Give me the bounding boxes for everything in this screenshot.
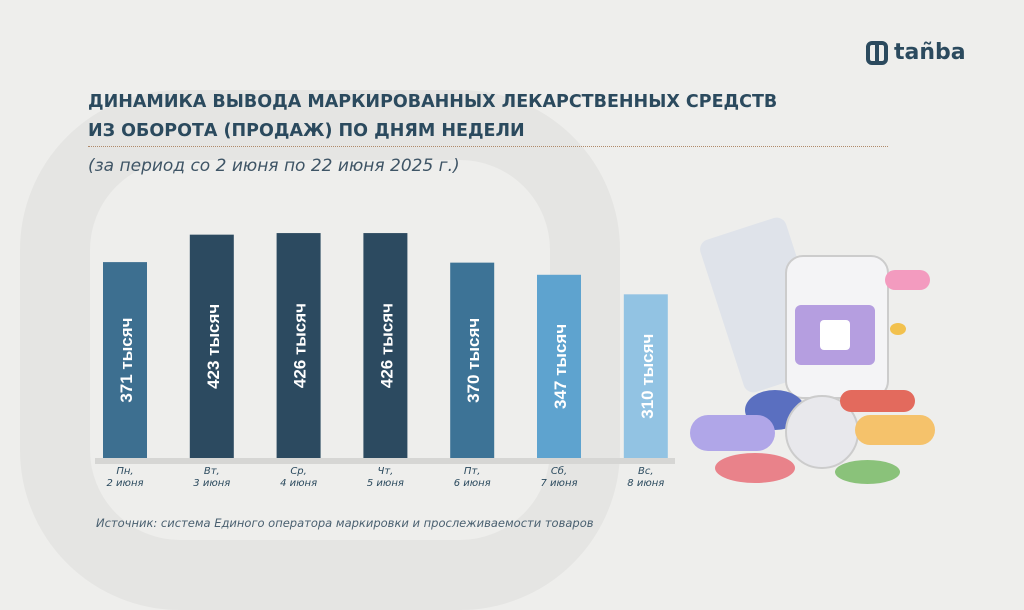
logo-text: tañba <box>894 40 966 65</box>
bar-value-label: 426 тысяч <box>291 303 310 388</box>
category-label: 4 июня <box>280 478 317 489</box>
bar-value-label: 347 тысяч <box>551 324 570 409</box>
category-label: Вс, <box>638 466 654 477</box>
bar-value-label: 423 тысяч <box>204 304 223 389</box>
bar-value-label: 371 тысяч <box>117 317 136 402</box>
bar <box>623 294 668 458</box>
source-note: Источник: система Единого оператора марк… <box>96 516 594 530</box>
divider <box>88 146 888 147</box>
pills-and-medicine-bottle-icon <box>690 215 960 495</box>
category-label: 7 июня <box>540 478 577 489</box>
category-label: 8 июня <box>627 478 664 489</box>
category-label: Чт, <box>377 466 393 477</box>
category-label: Вт, <box>204 466 220 477</box>
bar-value-label: 370 тысяч <box>464 318 483 403</box>
title-line-1: ДИНАМИКА ВЫВОДА МАРКИРОВАННЫХ ЛЕКАРСТВЕН… <box>88 92 778 112</box>
bar-chart: 371 тысяч Пн,2 июня 423 тысяч Вт,3 июня 426 … <box>95 233 675 489</box>
bar <box>276 233 321 458</box>
category-label: Сб, <box>551 465 567 477</box>
category-label: 2 июня <box>106 478 143 489</box>
bar <box>103 262 147 458</box>
bar <box>537 274 581 458</box>
bar <box>189 234 234 458</box>
bar <box>363 233 408 458</box>
category-label: 5 июня <box>367 478 404 489</box>
title-line-2: ИЗ ОБОРОТА (ПРОДАЖ) ПО ДНЯМ НЕДЕЛИ <box>88 121 525 141</box>
chart-subtitle: (за период со 2 июня по 22 июня 2025 г.) <box>88 156 460 176</box>
chart-baseline <box>95 458 675 464</box>
category-label: Пн, <box>116 466 133 477</box>
category-label: Пт, <box>464 466 481 477</box>
bar-value-label: 426 тысяч <box>377 303 396 388</box>
bar <box>450 262 495 458</box>
bar-value-label: 310 тысяч <box>638 334 657 419</box>
category-label: Ср, <box>290 466 307 477</box>
logo-mark-icon <box>866 40 888 65</box>
chart-title: ДИНАМИКА ВЫВОДА МАРКИРОВАННЫХ ЛЕКАРСТВЕН… <box>88 88 848 146</box>
category-label: 3 июня <box>193 478 230 489</box>
logo: tañba <box>866 40 966 65</box>
category-label: 6 июня <box>454 478 491 489</box>
